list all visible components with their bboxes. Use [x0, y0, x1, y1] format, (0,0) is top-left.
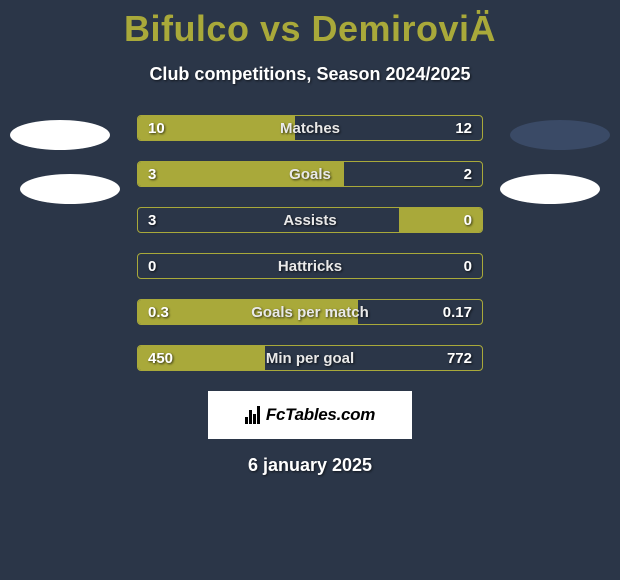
stat-row-assists: 3 Assists 0 [137, 207, 483, 233]
stat-row-min-per-goal: 450 Min per goal 772 [137, 345, 483, 371]
brand-box[interactable]: FcTables.com [208, 391, 412, 439]
stat-label: Goals per match [138, 300, 482, 324]
stat-label: Goals [138, 162, 482, 186]
page-title: Bifulco vs DemiroviÄ [0, 0, 620, 50]
stat-row-hattricks: 0 Hattricks 0 [137, 253, 483, 279]
stat-row-goals-per-match: 0.3 Goals per match 0.17 [137, 299, 483, 325]
stat-value-right: 0.17 [443, 300, 472, 324]
stat-label: Matches [138, 116, 482, 140]
bar-chart-icon [245, 406, 260, 424]
stat-value-right: 772 [447, 346, 472, 370]
date-text: 6 january 2025 [0, 455, 620, 476]
stat-value-right: 0 [464, 208, 472, 232]
stat-row-matches: 10 Matches 12 [137, 115, 483, 141]
stat-rows: 10 Matches 12 3 Goals 2 3 Assists 0 0 Ha… [137, 115, 483, 371]
brand-text: FcTables.com [266, 405, 375, 425]
stat-row-goals: 3 Goals 2 [137, 161, 483, 187]
page-subtitle: Club competitions, Season 2024/2025 [0, 64, 620, 85]
stat-label: Min per goal [138, 346, 482, 370]
stat-value-right: 0 [464, 254, 472, 278]
stat-label: Hattricks [138, 254, 482, 278]
stat-label: Assists [138, 208, 482, 232]
comparison-stage: 10 Matches 12 3 Goals 2 3 Assists 0 0 Ha… [0, 115, 620, 371]
stat-value-right: 2 [464, 162, 472, 186]
stat-value-right: 12 [455, 116, 472, 140]
